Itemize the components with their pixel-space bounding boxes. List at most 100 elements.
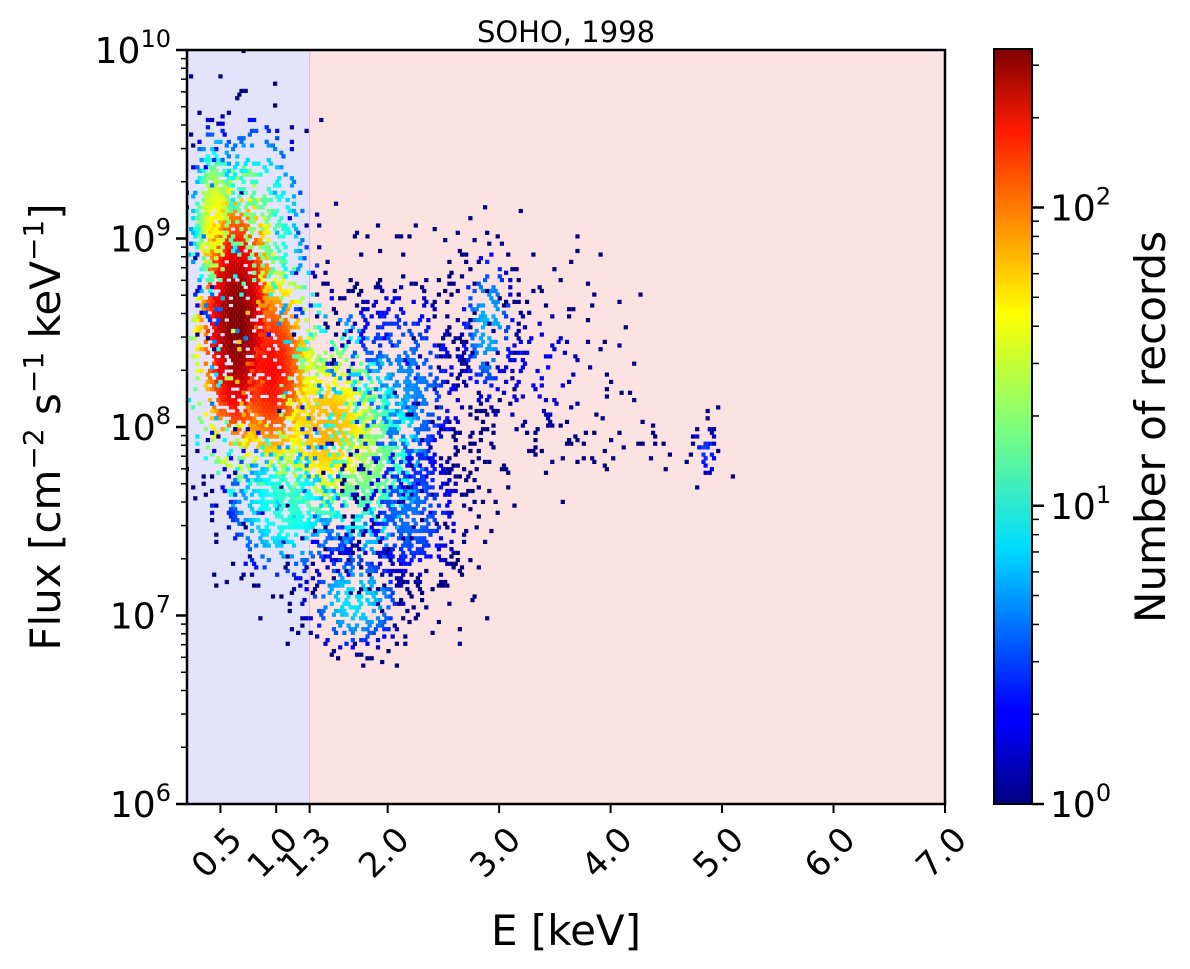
- hexbin-cell: [462, 343, 467, 348]
- hexbin-cell: [359, 638, 364, 643]
- hexbin-cell: [264, 365, 269, 370]
- hexbin-cell: [312, 427, 318, 432]
- hexbin-cell: [390, 547, 395, 552]
- hexbin-cell: [256, 285, 261, 290]
- hexbin-cell: [258, 288, 263, 294]
- hexbin-cell: [197, 110, 202, 115]
- hexbin-cell: [296, 441, 301, 446]
- hexbin-cell: [220, 347, 225, 352]
- hexbin-cell: [247, 423, 252, 428]
- hexbin-cell: [270, 325, 276, 330]
- hexbin-cell: [375, 441, 381, 446]
- hexbin-cell: [459, 252, 465, 257]
- hexbin-cell: [216, 238, 221, 243]
- hexbin-cell: [560, 383, 565, 388]
- hexbin-cell: [361, 394, 366, 399]
- hexbin-cell: [279, 223, 284, 228]
- hexbin-cell: [235, 532, 240, 537]
- hexbin-cell: [239, 365, 244, 370]
- hexbin-cell: [483, 408, 488, 414]
- hexbin-cell: [222, 401, 227, 406]
- hexbin-cell: [336, 408, 341, 414]
- hexbin-cell: [231, 270, 236, 275]
- hexbin-cell: [275, 223, 280, 228]
- hexbin-cell: [476, 303, 481, 308]
- hexbin-cell: [390, 430, 395, 435]
- hexbin-cell: [319, 452, 324, 457]
- hexbin-cell: [241, 572, 246, 577]
- hexbin-cell: [264, 481, 269, 486]
- hexbin-cell: [220, 259, 225, 264]
- hexbin-cell: [285, 401, 290, 406]
- hexbin-cell: [220, 376, 225, 381]
- hexbin-cell: [312, 325, 318, 330]
- hexbin-cell: [396, 536, 402, 541]
- hexbin-cell: [241, 434, 246, 439]
- hexbin-cell: [300, 616, 305, 621]
- hexbin-cell: [342, 398, 347, 403]
- hexbin-cell: [436, 394, 441, 399]
- hexbin-cell: [375, 485, 381, 490]
- hexbin-cell: [264, 314, 269, 319]
- colorbar-tick-label-base: 10: [1050, 487, 1096, 528]
- hexbin-cell: [405, 390, 410, 395]
- hexbin-cell: [252, 285, 257, 290]
- hexbin-cell: [270, 296, 276, 301]
- hexbin-cell: [371, 456, 376, 461]
- hexbin-cell: [249, 492, 255, 497]
- hexbin-cell: [224, 238, 229, 243]
- hexbin-cell: [329, 601, 334, 606]
- hexbin-cell: [239, 445, 244, 450]
- hexbin-cell: [344, 481, 349, 486]
- hexbin-cell: [306, 510, 311, 515]
- hexbin-cell: [308, 361, 313, 366]
- hexbin-cell: [233, 419, 238, 424]
- hexbin-cell: [493, 347, 498, 352]
- hexbin-cell: [235, 328, 240, 334]
- hexbin-cell: [268, 285, 273, 290]
- hexbin-cell: [394, 525, 399, 530]
- hexbin-cell: [361, 612, 366, 617]
- hexbin-cell: [478, 365, 483, 370]
- hexbin-cell: [224, 172, 229, 177]
- hexbin-cell: [285, 328, 290, 334]
- hexbin-cell: [420, 598, 425, 603]
- hexbin-cell: [365, 627, 370, 632]
- hexbin-cell: [302, 256, 307, 261]
- hexbin-cell: [346, 376, 351, 381]
- hexbin-cell: [231, 561, 236, 566]
- hexbin-cell: [541, 408, 546, 414]
- hexbin-cell: [224, 245, 229, 250]
- hexbin-cell: [262, 441, 267, 446]
- hexbin-cell: [214, 408, 219, 414]
- hexbin-cell: [333, 456, 339, 461]
- hexbin-cell: [466, 474, 471, 479]
- hexbin-cell: [224, 310, 229, 315]
- hexbin-cell: [382, 590, 387, 595]
- hexbin-cell: [711, 441, 717, 446]
- hexbin-cell: [510, 267, 515, 272]
- hexbin-cell: [191, 354, 196, 359]
- hexbin-cell: [359, 434, 364, 439]
- hexbin-cell: [417, 354, 423, 359]
- y-tick-label-exp: 6: [156, 779, 171, 807]
- hexbin-cell: [329, 456, 334, 461]
- hexbin-cell: [262, 478, 267, 483]
- hexbin-cell: [491, 358, 496, 363]
- hexbin-cell: [430, 463, 435, 468]
- hexbin-cell: [268, 452, 273, 457]
- hexbin-cell: [434, 354, 439, 359]
- hexbin-cell: [218, 270, 223, 275]
- hexbin-cell: [275, 230, 280, 235]
- hexbin-cell: [363, 521, 368, 526]
- hexbin-cell: [231, 183, 236, 188]
- hexbin-cell: [436, 292, 441, 297]
- hexbin-cell: [249, 245, 255, 250]
- hexbin-cell: [210, 387, 215, 392]
- hexbin-cell: [285, 518, 290, 523]
- hexbin-cell: [287, 521, 292, 526]
- hexbin-cell: [338, 427, 343, 432]
- hexbin-cell: [514, 267, 519, 272]
- hexbin-cell: [256, 321, 261, 326]
- hexbin-cell: [701, 445, 706, 450]
